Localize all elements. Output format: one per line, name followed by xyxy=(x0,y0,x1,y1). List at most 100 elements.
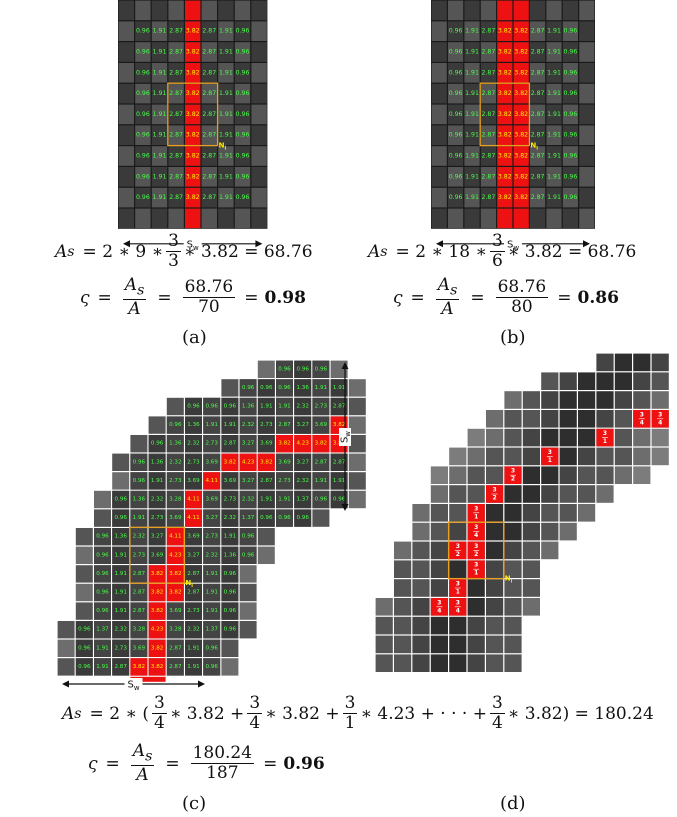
grid-cell xyxy=(480,146,496,166)
grid-cell xyxy=(430,504,448,522)
cell-value: 1.91 xyxy=(187,664,200,670)
cell-value: 2.87 xyxy=(531,49,545,56)
cell-value: 1.91 xyxy=(547,90,561,97)
node-label: Ni xyxy=(219,142,227,152)
caption-b: (b) xyxy=(500,327,526,348)
grid-cell-inner xyxy=(148,509,166,527)
grid-cell xyxy=(448,104,464,125)
grid-cell xyxy=(614,428,632,447)
grid-cell xyxy=(135,42,151,62)
eq-a-sigma: ς xyxy=(80,287,90,308)
grid-cell xyxy=(504,391,522,409)
grid-cell xyxy=(614,466,632,484)
grid-cell xyxy=(562,187,578,208)
grid-cell xyxy=(480,104,496,125)
neighborhood-box xyxy=(129,526,186,584)
grid-cell-inner xyxy=(257,397,275,416)
cell-value: 0.96 xyxy=(114,497,127,503)
cell-value: 1.91 xyxy=(153,132,167,139)
grid-cell-inner xyxy=(257,379,275,397)
grid-cell xyxy=(130,435,148,453)
cell-value: 2.87 xyxy=(202,173,216,180)
fraction-numerator: 3 xyxy=(474,505,478,512)
cell-value: 3.82 xyxy=(186,132,200,139)
cell-value: 0.96 xyxy=(449,173,463,180)
grid-cell xyxy=(530,63,546,83)
grid-cell xyxy=(449,504,467,522)
cell-value: 0.96 xyxy=(296,366,309,372)
red-strip xyxy=(130,676,166,682)
eq-a-lhs-sub: s xyxy=(67,243,75,260)
grid-cell xyxy=(57,639,75,657)
grid-cell-inner xyxy=(294,416,312,434)
cell-value: 1.91 xyxy=(205,571,218,577)
cell-value: 1.36 xyxy=(296,385,309,391)
grid-cell-red xyxy=(276,435,293,453)
grid-cell xyxy=(168,21,184,41)
grid-cell xyxy=(562,21,578,41)
grid-cell xyxy=(614,447,632,466)
cell-value: 1.37 xyxy=(205,627,218,633)
grid-cell xyxy=(430,541,448,560)
grid-cell xyxy=(497,63,513,83)
grid-cell xyxy=(579,104,595,125)
cell-value: 0.96 xyxy=(236,69,250,76)
grid-cell xyxy=(504,410,522,428)
grid-cell xyxy=(467,635,485,654)
cell-value: 0.96 xyxy=(236,173,250,180)
grid-cell-inner xyxy=(276,397,293,416)
cell-value: 3.82 xyxy=(498,194,512,201)
cell-value: 2.73 xyxy=(260,422,273,428)
grid-cell xyxy=(614,391,632,409)
grid-cell xyxy=(480,0,496,21)
grid-cell xyxy=(579,146,595,166)
grid-cell-inner xyxy=(94,528,111,546)
grid-cell-inner xyxy=(330,379,348,397)
cell-value: 3.82 xyxy=(260,459,272,465)
cell-value: 2.87 xyxy=(202,69,216,76)
cell-value: 3.82 xyxy=(498,132,512,139)
grid-cell xyxy=(185,63,201,83)
grid-cell xyxy=(449,635,467,654)
grid-cell xyxy=(75,583,93,602)
grid-cell xyxy=(218,83,234,104)
grid-cell-inner xyxy=(330,453,348,471)
eq-c-t1-post: ∗ 3.82 + xyxy=(169,703,245,724)
grid-cell xyxy=(530,208,546,229)
grid-cell-inner xyxy=(294,397,312,416)
cell-value: 2.87 xyxy=(202,194,216,201)
cell-value: 3.82 xyxy=(151,608,163,614)
grid-cell-inner xyxy=(148,453,166,471)
cell-value: 0.96 xyxy=(449,153,463,160)
grid-cell xyxy=(151,83,168,104)
cell-value: 3.82 xyxy=(333,422,345,428)
grid-cell xyxy=(596,410,614,428)
grid-cell xyxy=(448,125,464,145)
grid-cell xyxy=(430,616,448,635)
cell-value: 1.91 xyxy=(219,132,233,139)
cell-value: 0.96 xyxy=(224,590,237,596)
grid-cell xyxy=(135,21,151,41)
fraction-denominator: 1 xyxy=(603,438,607,445)
grid-cell-inner xyxy=(130,453,148,471)
grid-cell-inner xyxy=(203,490,221,509)
cell-value: 2.87 xyxy=(133,608,146,614)
grid-cell-inner xyxy=(221,621,239,639)
grid-cell xyxy=(185,167,201,187)
cell-value: 0.96 xyxy=(564,173,578,180)
grid-cell xyxy=(348,490,366,509)
grid-cell xyxy=(513,187,529,208)
cell-value: 3.82 xyxy=(186,69,200,76)
node-label-sub: i xyxy=(191,583,193,589)
grid-cell-inner xyxy=(221,583,239,602)
grid-cell xyxy=(562,146,578,166)
grid-cell xyxy=(118,167,134,187)
cell-value: 1.91 xyxy=(465,173,479,180)
eq-c-line2: ς = As A = 180.24 187 = 0.96 xyxy=(88,741,325,785)
cell-value: 0.96 xyxy=(449,90,463,97)
cell-value: 2.32 xyxy=(133,534,145,540)
